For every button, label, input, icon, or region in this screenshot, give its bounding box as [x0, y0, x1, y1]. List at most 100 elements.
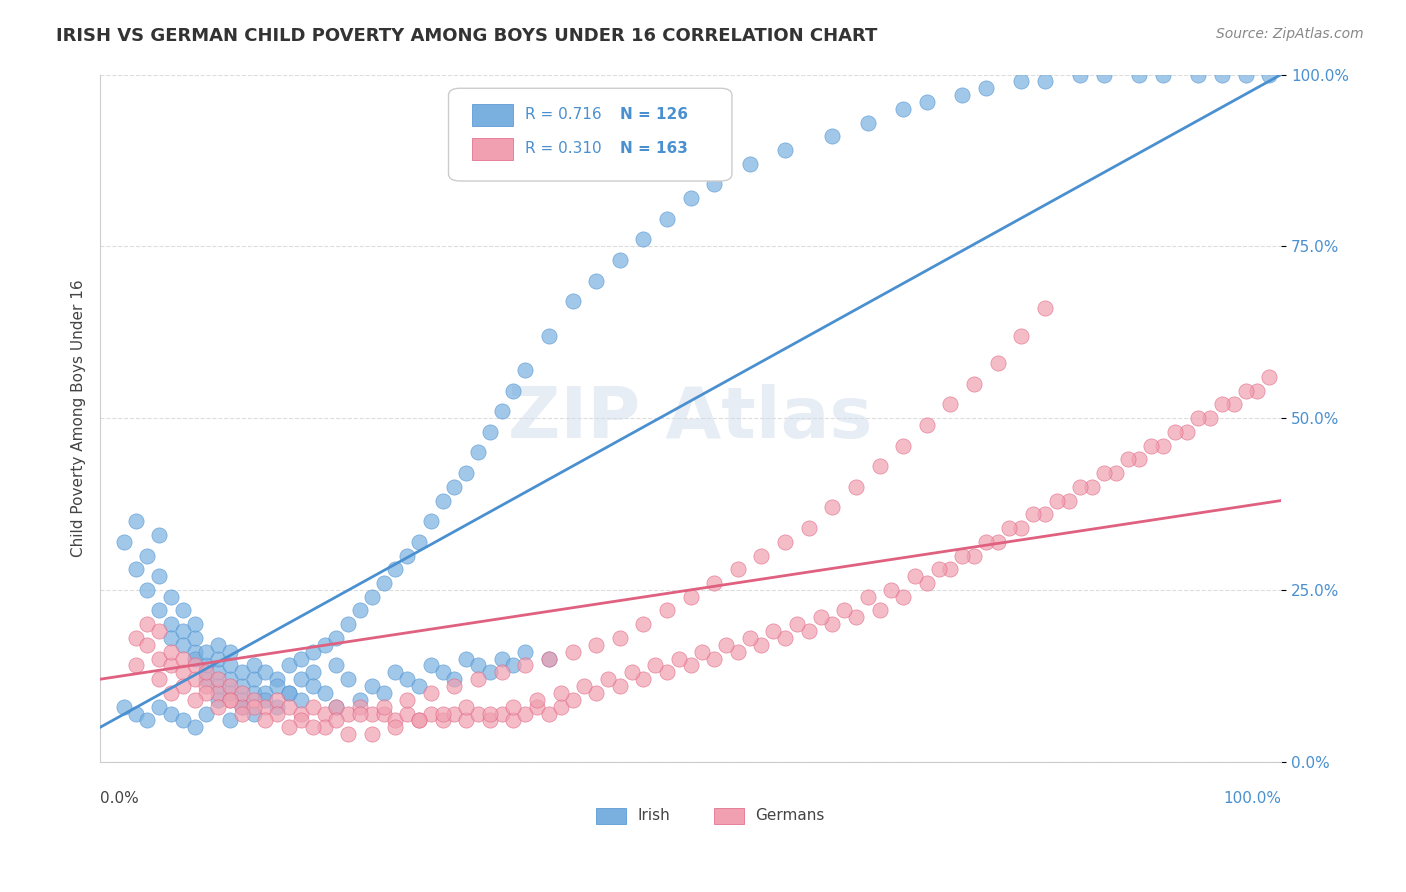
Point	[1152, 439, 1174, 453]
Point	[609, 631, 631, 645]
Point	[136, 549, 159, 563]
Point	[561, 645, 583, 659]
Point	[1128, 452, 1150, 467]
Point	[396, 672, 419, 686]
Point	[1033, 74, 1056, 88]
Point	[609, 679, 631, 693]
Point	[396, 693, 419, 707]
Point	[373, 576, 395, 591]
Point	[679, 590, 702, 604]
Point	[1258, 369, 1281, 384]
Point	[692, 645, 714, 659]
Point	[928, 562, 950, 576]
Point	[290, 706, 312, 721]
Point	[160, 617, 183, 632]
Point	[526, 693, 548, 707]
Point	[974, 81, 997, 95]
Text: N = 163: N = 163	[620, 141, 688, 156]
Point	[278, 658, 301, 673]
Text: Germans: Germans	[755, 808, 825, 822]
Point	[278, 686, 301, 700]
Point	[242, 699, 264, 714]
Point	[679, 658, 702, 673]
Point	[195, 679, 218, 693]
Point	[314, 686, 336, 700]
Point	[183, 658, 205, 673]
Point	[419, 706, 441, 721]
Point	[266, 693, 288, 707]
Point	[478, 706, 501, 721]
Point	[773, 534, 796, 549]
Point	[1010, 521, 1032, 535]
Point	[207, 699, 229, 714]
Text: R = 0.310: R = 0.310	[526, 141, 602, 156]
Point	[384, 720, 406, 734]
Point	[219, 658, 242, 673]
Point	[136, 617, 159, 632]
Point	[963, 549, 986, 563]
Point	[124, 562, 146, 576]
Text: IRISH VS GERMAN CHILD POVERTY AMONG BOYS UNDER 16 CORRELATION CHART: IRISH VS GERMAN CHILD POVERTY AMONG BOYS…	[56, 27, 877, 45]
Point	[254, 699, 277, 714]
Point	[278, 686, 301, 700]
Point	[373, 706, 395, 721]
Point	[360, 727, 382, 741]
Point	[207, 665, 229, 680]
Point	[515, 706, 537, 721]
Point	[1022, 508, 1045, 522]
Point	[1234, 384, 1257, 398]
Point	[880, 582, 903, 597]
Point	[515, 645, 537, 659]
Point	[821, 617, 844, 632]
Point	[314, 720, 336, 734]
Point	[172, 624, 194, 639]
Point	[231, 679, 253, 693]
Point	[183, 651, 205, 665]
Point	[337, 727, 360, 741]
Point	[1175, 425, 1198, 439]
Point	[314, 638, 336, 652]
Point	[124, 631, 146, 645]
Point	[821, 129, 844, 144]
FancyBboxPatch shape	[449, 88, 733, 181]
Point	[160, 658, 183, 673]
Point	[974, 534, 997, 549]
Point	[738, 157, 761, 171]
Point	[714, 638, 737, 652]
Point	[290, 672, 312, 686]
Point	[797, 624, 820, 639]
Point	[585, 638, 607, 652]
Point	[148, 651, 170, 665]
Point	[314, 706, 336, 721]
Point	[502, 658, 524, 673]
Point	[242, 706, 264, 721]
Point	[278, 720, 301, 734]
Point	[183, 720, 205, 734]
Point	[136, 638, 159, 652]
Point	[915, 95, 938, 109]
Point	[869, 603, 891, 617]
Point	[325, 714, 347, 728]
Text: Irish: Irish	[637, 808, 671, 822]
Point	[561, 693, 583, 707]
Point	[738, 631, 761, 645]
Point	[585, 274, 607, 288]
Bar	[472, 138, 513, 161]
Point	[384, 714, 406, 728]
Point	[987, 356, 1010, 370]
Point	[856, 590, 879, 604]
Bar	[596, 808, 626, 823]
Point	[349, 706, 371, 721]
Point	[219, 672, 242, 686]
Point	[219, 679, 242, 693]
Point	[432, 706, 454, 721]
Point	[1092, 466, 1115, 480]
Point	[762, 624, 785, 639]
Point	[891, 102, 914, 116]
Point	[254, 665, 277, 680]
Point	[301, 720, 323, 734]
Point	[1081, 480, 1104, 494]
Point	[207, 672, 229, 686]
Point	[136, 714, 159, 728]
Point	[1258, 68, 1281, 82]
